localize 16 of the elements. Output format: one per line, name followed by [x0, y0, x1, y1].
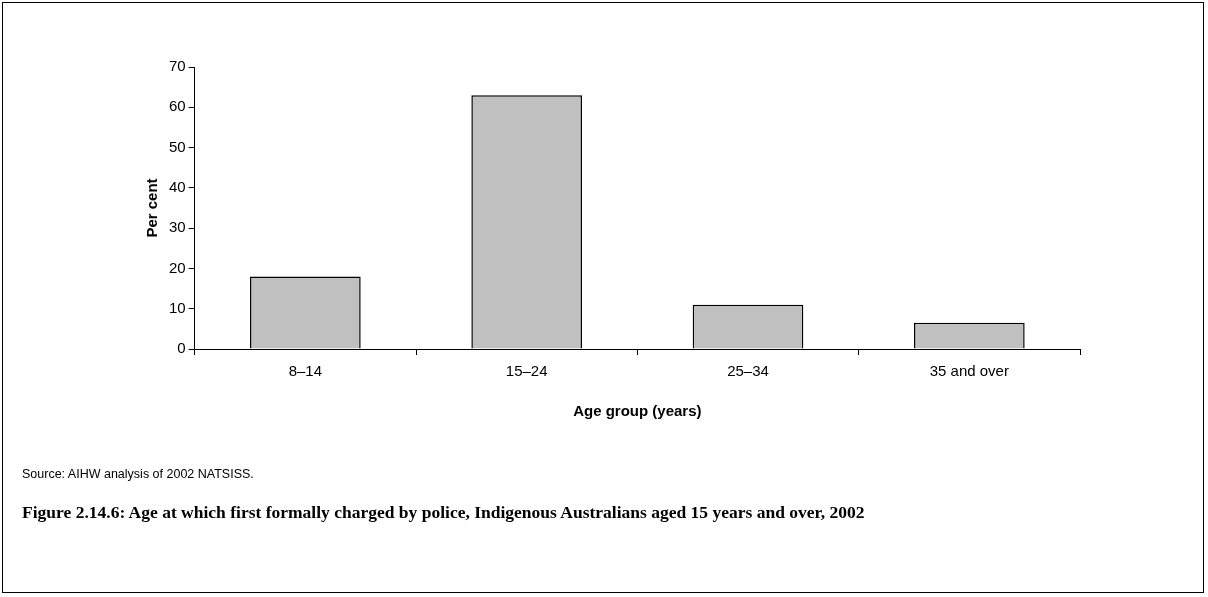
- y-tick-label: 20: [169, 258, 186, 276]
- x-tick-label: 25–34: [727, 362, 769, 380]
- x-tick-label: 8–14: [288, 362, 323, 380]
- y-tick-label: 50: [169, 137, 186, 155]
- y-tick-label: 70: [169, 57, 186, 75]
- y-axis-title: Per cent: [143, 178, 161, 238]
- y-tick-label: 10: [169, 298, 186, 316]
- text: Figure 2.14.6: Age at which first formally charged by police, Indigenous Australians aged 15 years and over, 2002: [22, 501, 866, 524]
- y-tick-label: 30: [169, 218, 186, 236]
- y-tick-label: 0: [177, 339, 186, 357]
- y-tick-label: 40: [169, 178, 186, 195]
- source-note: Source: AIHW analysis of 2002 NATSISS.: [22, 467, 254, 481]
- x-tick-label: 35 and over: [929, 362, 1009, 380]
- y-tick-label: 60: [169, 97, 186, 115]
- x-tick-label: 15–24: [505, 362, 548, 380]
- x-axis-title: Age group (years): [573, 402, 702, 420]
